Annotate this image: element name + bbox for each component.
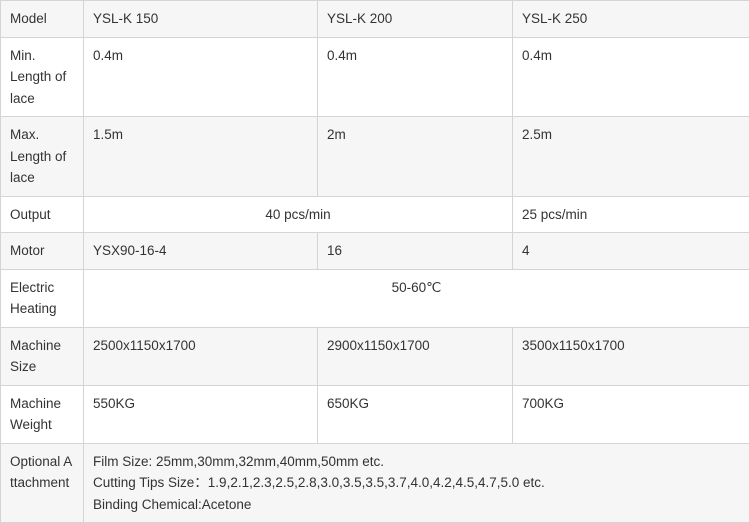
cell: 16 — [318, 233, 513, 270]
row-label: Machine Size — [1, 327, 84, 385]
cell: YSL-K 200 — [318, 1, 513, 38]
table-row-motor: Motor YSX90-16-4 16 4 — [1, 233, 749, 270]
cell: 25 pcs/min — [513, 196, 749, 233]
cell: YSX90-16-4 — [84, 233, 318, 270]
table-row-max-length: Max. Length of lace 1.5m 2m 2.5m — [1, 117, 749, 197]
row-label: Electric Heating — [1, 269, 84, 327]
cell: 2900x1150x1700 — [318, 327, 513, 385]
row-label: Min. Length of lace — [1, 37, 84, 117]
row-label: Max. Length of lace — [1, 117, 84, 197]
cell: 1.5m — [84, 117, 318, 197]
table-row-model: Model YSL-K 150 YSL-K 200 YSL-K 250 — [1, 1, 749, 38]
cell-merged: 40 pcs/min — [84, 196, 513, 233]
cell: 2500x1150x1700 — [84, 327, 318, 385]
cell: 3500x1150x1700 — [513, 327, 749, 385]
cell: 650KG — [318, 385, 513, 443]
cell: 2m — [318, 117, 513, 197]
binding-chemical-line: Binding Chemical:Acetone — [93, 494, 740, 516]
cell: YSL-K 250 — [513, 1, 749, 38]
cell: 0.4m — [318, 37, 513, 117]
table-row-machine-size: Machine Size 2500x1150x1700 2900x1150x17… — [1, 327, 749, 385]
table-row-optional-attachment: Optional Attachment Film Size: 25mm,30mm… — [1, 443, 749, 523]
cell: 4 — [513, 233, 749, 270]
row-label: Machine Weight — [1, 385, 84, 443]
cutting-tips-line: Cutting Tips Size：1.9,2.1,2.3,2.5,2.8,3.… — [93, 472, 740, 494]
row-label: Model — [1, 1, 84, 38]
cell: 0.4m — [513, 37, 749, 117]
table-row-output: Output 40 pcs/min 25 pcs/min — [1, 196, 749, 233]
cell: 2.5m — [513, 117, 749, 197]
cell: YSL-K 150 — [84, 1, 318, 38]
table-row-min-length: Min. Length of lace 0.4m 0.4m 0.4m — [1, 37, 749, 117]
table-row-electric-heating: Electric Heating 50-60℃ — [1, 269, 749, 327]
cell: 700KG — [513, 385, 749, 443]
row-label: Output — [1, 196, 84, 233]
row-label: Motor — [1, 233, 84, 270]
cell: 0.4m — [84, 37, 318, 117]
cell: 550KG — [84, 385, 318, 443]
cell-merged: Film Size: 25mm,30mm,32mm,40mm,50mm etc.… — [84, 443, 749, 523]
table-row-machine-weight: Machine Weight 550KG 650KG 700KG — [1, 385, 749, 443]
cell-merged: 50-60℃ — [84, 269, 749, 327]
film-size-line: Film Size: 25mm,30mm,32mm,40mm,50mm etc. — [93, 451, 740, 473]
row-label: Optional Attachment — [1, 443, 84, 523]
